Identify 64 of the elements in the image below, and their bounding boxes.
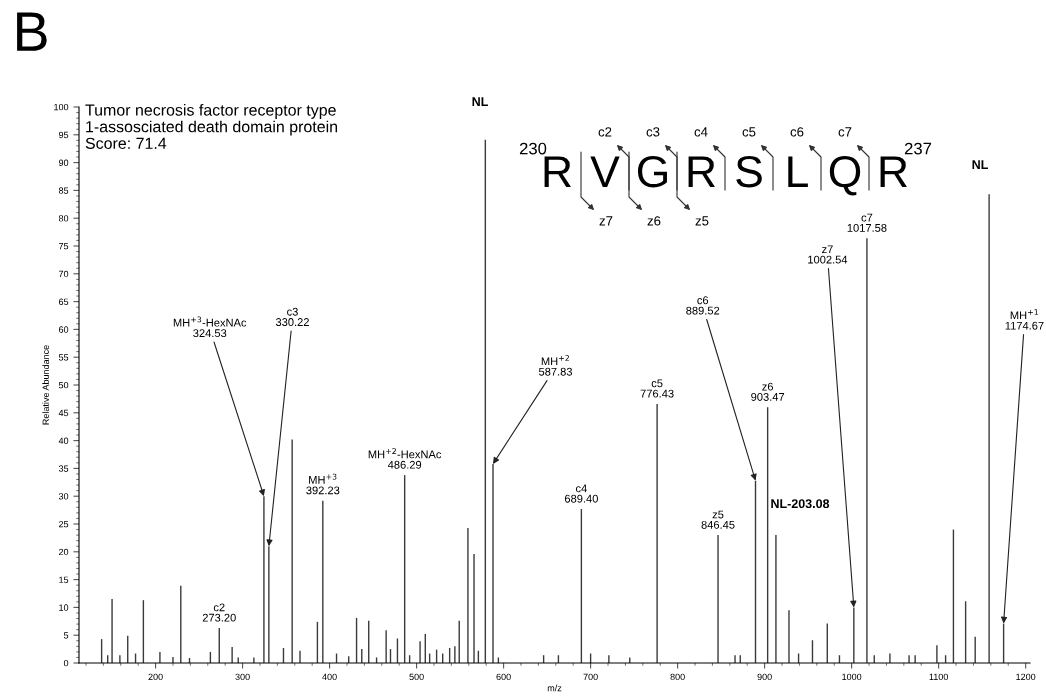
annotation: z5 846.45 [701,510,735,529]
annotation: c7 [838,127,852,137]
annotation: Tumor necrosis factor receptor type 1-assosciated death domain protein Score: 71.4 [85,104,338,149]
y-tick-label: 40 [58,437,69,444]
y-tick-label: 90 [58,159,69,166]
x-tick-label: 1200 [1016,673,1036,681]
y-tick-label: 30 [58,493,69,500]
annotation: z7 1002.54 [808,245,848,264]
annotation: c6 [790,127,804,137]
y-tick-label: 70 [59,270,69,278]
y-tick-label: 65 [59,298,69,305]
x-tick-label: 800 [670,673,685,681]
annotation: 230 [519,142,547,155]
annotation: MH$^{+1}$ 1174.67 [1005,309,1044,330]
annotation: MH$^{+3}$ 392.23 [306,473,340,495]
y-tick-label: 85 [58,187,69,194]
annotation: c6 889.52 [686,296,720,315]
y-tick-label: 95 [58,131,69,139]
y-tick-label: 15 [59,576,69,583]
x-tick-label: 300 [235,673,250,681]
x-tick-label: 200 [148,673,163,681]
annotation: c2 [598,127,612,137]
annotation: c3 [646,127,660,137]
annotation: c7 1017.58 [847,213,887,232]
x-tick-label: 500 [409,673,424,681]
y-tick-label: 100 [54,103,69,111]
x-tick-label: 400 [322,673,337,681]
annotation: c5 776.43 [640,379,674,398]
chart-title: B [17,12,47,51]
y-tick-label: 45 [58,409,69,417]
annotation: c4 689.40 [564,484,598,503]
x-tick-label: 1000 [842,673,862,681]
y-tick-label: 25 [59,520,69,528]
x-axis-title: m/z [547,684,562,692]
x-tick-label: 1100 [929,673,948,681]
annotation: c5 [742,127,756,137]
y-tick-label: 20 [59,548,69,556]
x-tick-label: 600 [496,673,511,681]
annotation: c3 330.22 [275,307,309,326]
annotation: NL [972,160,988,169]
y-axis-title: Relative Abundance [42,345,49,425]
annotation: MH$^{+3}$-HexNAc 324.53 [173,316,247,338]
x-tick-label: 900 [757,673,772,681]
annotation: MH$^{+2}$-HexNAc 486.29 [368,448,442,469]
y-tick-label: 0 [63,659,69,667]
annotation: z7 [599,216,613,226]
y-tick-label: 55 [58,354,69,361]
annotation: z6 903.47 [751,382,785,401]
y-tick-label: 5 [63,632,69,639]
annotation: z6 [647,216,661,226]
y-tick-label: 75 [59,243,69,250]
annotation: c2 273.20 [202,603,236,622]
y-tick-label: 35 [58,465,69,472]
y-tick-label: 50 [58,381,69,389]
annotation: MH$^{+2}$ 587.83 [538,355,573,376]
annotation: z5 [695,216,709,226]
annotation: c4 [694,127,708,137]
y-tick-label: 60 [59,326,69,333]
y-tick-label: 10 [59,604,69,611]
annotation: 237 [904,142,932,155]
annotation: NL-203.08 [771,499,830,509]
x-tick-label: 700 [583,673,598,681]
y-tick-label: 80 [58,215,69,222]
text: NL [472,97,488,106]
